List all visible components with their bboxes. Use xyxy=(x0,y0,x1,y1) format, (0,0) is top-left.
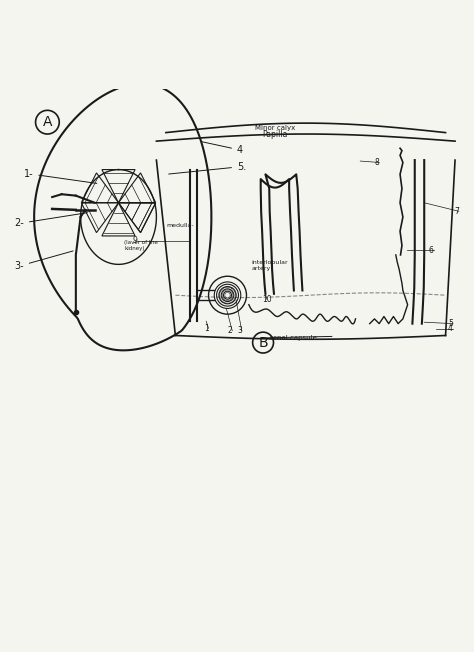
Text: 9: 9 xyxy=(133,236,137,245)
Text: 5: 5 xyxy=(448,319,453,328)
Text: (laver of the
kidney): (laver of the kidney) xyxy=(124,240,158,251)
Text: 3-: 3- xyxy=(14,251,73,271)
Text: 10: 10 xyxy=(262,295,272,304)
Text: A: A xyxy=(43,115,52,129)
Text: 1: 1 xyxy=(204,324,209,333)
Text: 5.: 5. xyxy=(169,162,246,174)
Text: 3: 3 xyxy=(237,326,242,335)
Text: 2-: 2- xyxy=(14,213,87,228)
Text: 4: 4 xyxy=(202,141,243,155)
Text: Minor calyx: Minor calyx xyxy=(255,125,295,131)
Text: 6: 6 xyxy=(429,246,434,255)
Text: renal capsule: renal capsule xyxy=(270,335,317,341)
Text: 1-: 1- xyxy=(24,169,97,183)
Text: 4: 4 xyxy=(448,324,453,333)
Text: 7: 7 xyxy=(454,207,459,216)
Text: B: B xyxy=(258,336,268,349)
Text: interlobular
artery: interlobular artery xyxy=(251,260,288,271)
Text: 8: 8 xyxy=(374,158,379,167)
Text: Papilla: Papilla xyxy=(262,130,288,138)
Text: medulla-: medulla- xyxy=(167,222,194,228)
Text: 2: 2 xyxy=(228,326,232,335)
